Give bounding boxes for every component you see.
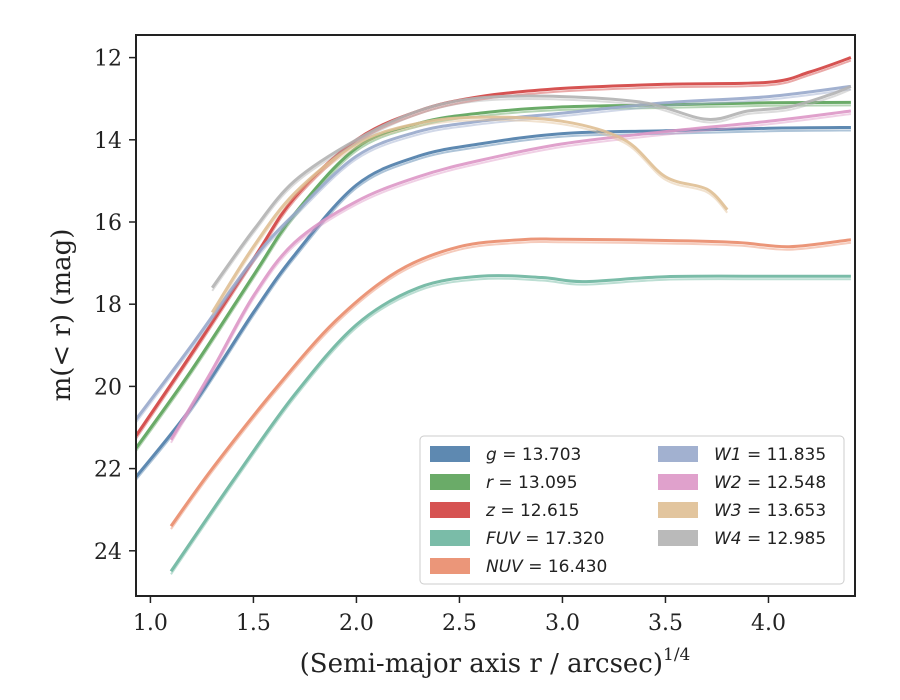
series-nuv-model-line (170, 240, 852, 530)
legend-label-w2: W2 = 12.548 (714, 473, 826, 493)
series-w1-line (136, 84, 852, 421)
x-axis-label: (Semi-major axis r / arcsec)1/4 (300, 645, 691, 679)
legend-swatch-w1 (658, 446, 698, 462)
series-g-line (136, 126, 851, 478)
legend-swatch-nuv (430, 558, 470, 574)
legend-label-g: g = 13.703 (486, 445, 581, 465)
legend-label-z: z = 12.615 (485, 501, 579, 521)
legend-label-r: r = 13.095 (486, 473, 578, 493)
x-tick-label: 2.5 (442, 611, 477, 636)
series-g-model-line (136, 129, 851, 481)
legend-swatch-fuv (430, 530, 470, 546)
series-fuv-line (169, 274, 851, 573)
y-tick-label: 18 (94, 293, 122, 318)
y-tick-label: 20 (94, 375, 122, 400)
legend-swatch-z (430, 502, 470, 518)
legend-swatch-g (430, 446, 470, 462)
legend-swatch-w3 (658, 502, 698, 518)
plot-frame (135, 34, 856, 597)
series-nuv-line (169, 237, 852, 527)
legend-box (419, 435, 845, 585)
y-axis-label: m(< r) (mag) (47, 229, 77, 402)
legend-label-fuv: FUV = 17.320 (486, 529, 604, 549)
legend-swatch-r (430, 474, 470, 490)
series-fuv-model-line (170, 277, 851, 575)
x-tick-label: 4.0 (751, 611, 786, 636)
legend-label-w4: W4 = 12.985 (714, 529, 826, 549)
series-w3-model-line (211, 119, 729, 316)
x-tick-label: 1.0 (133, 611, 168, 636)
legend-label-w3: W3 = 13.653 (714, 501, 826, 521)
y-tick-label: 14 (94, 129, 122, 154)
legend-swatch-w2 (658, 474, 698, 490)
y-tick-label: 16 (94, 211, 122, 236)
x-tick-label: 2.0 (339, 611, 374, 636)
legend-label-nuv: NUV = 16.430 (486, 557, 607, 577)
series-w4-model-line (211, 88, 852, 292)
y-tick-label: 22 (94, 458, 122, 483)
y-axis: 12 14 16 18 20 22 24 (94, 47, 136, 565)
plot-area (136, 56, 852, 575)
legend-label-w1: W1 = 11.835 (714, 445, 826, 465)
legend: g = 13.703 r = 13.095 z = 12.615 FUV = 17.3… (419, 435, 845, 585)
series-r-model-line (136, 104, 851, 452)
series-w3-line (210, 115, 729, 314)
series-w2-line (169, 109, 852, 441)
x-tick-label: 3.5 (648, 611, 683, 636)
y-tick-label: 12 (94, 47, 122, 72)
x-tick-label: 1.5 (236, 611, 271, 636)
series-w1-model-line (136, 88, 852, 423)
x-tick-label: 3.0 (545, 611, 580, 636)
series-w4-line (210, 84, 852, 289)
x-axis: 1.0 1.5 2.0 2.5 3.0 3.5 4.0 (133, 596, 786, 636)
series-z-model-line (136, 59, 852, 440)
y-tick-label: 24 (94, 540, 122, 565)
legend-swatch-w4 (658, 530, 698, 546)
